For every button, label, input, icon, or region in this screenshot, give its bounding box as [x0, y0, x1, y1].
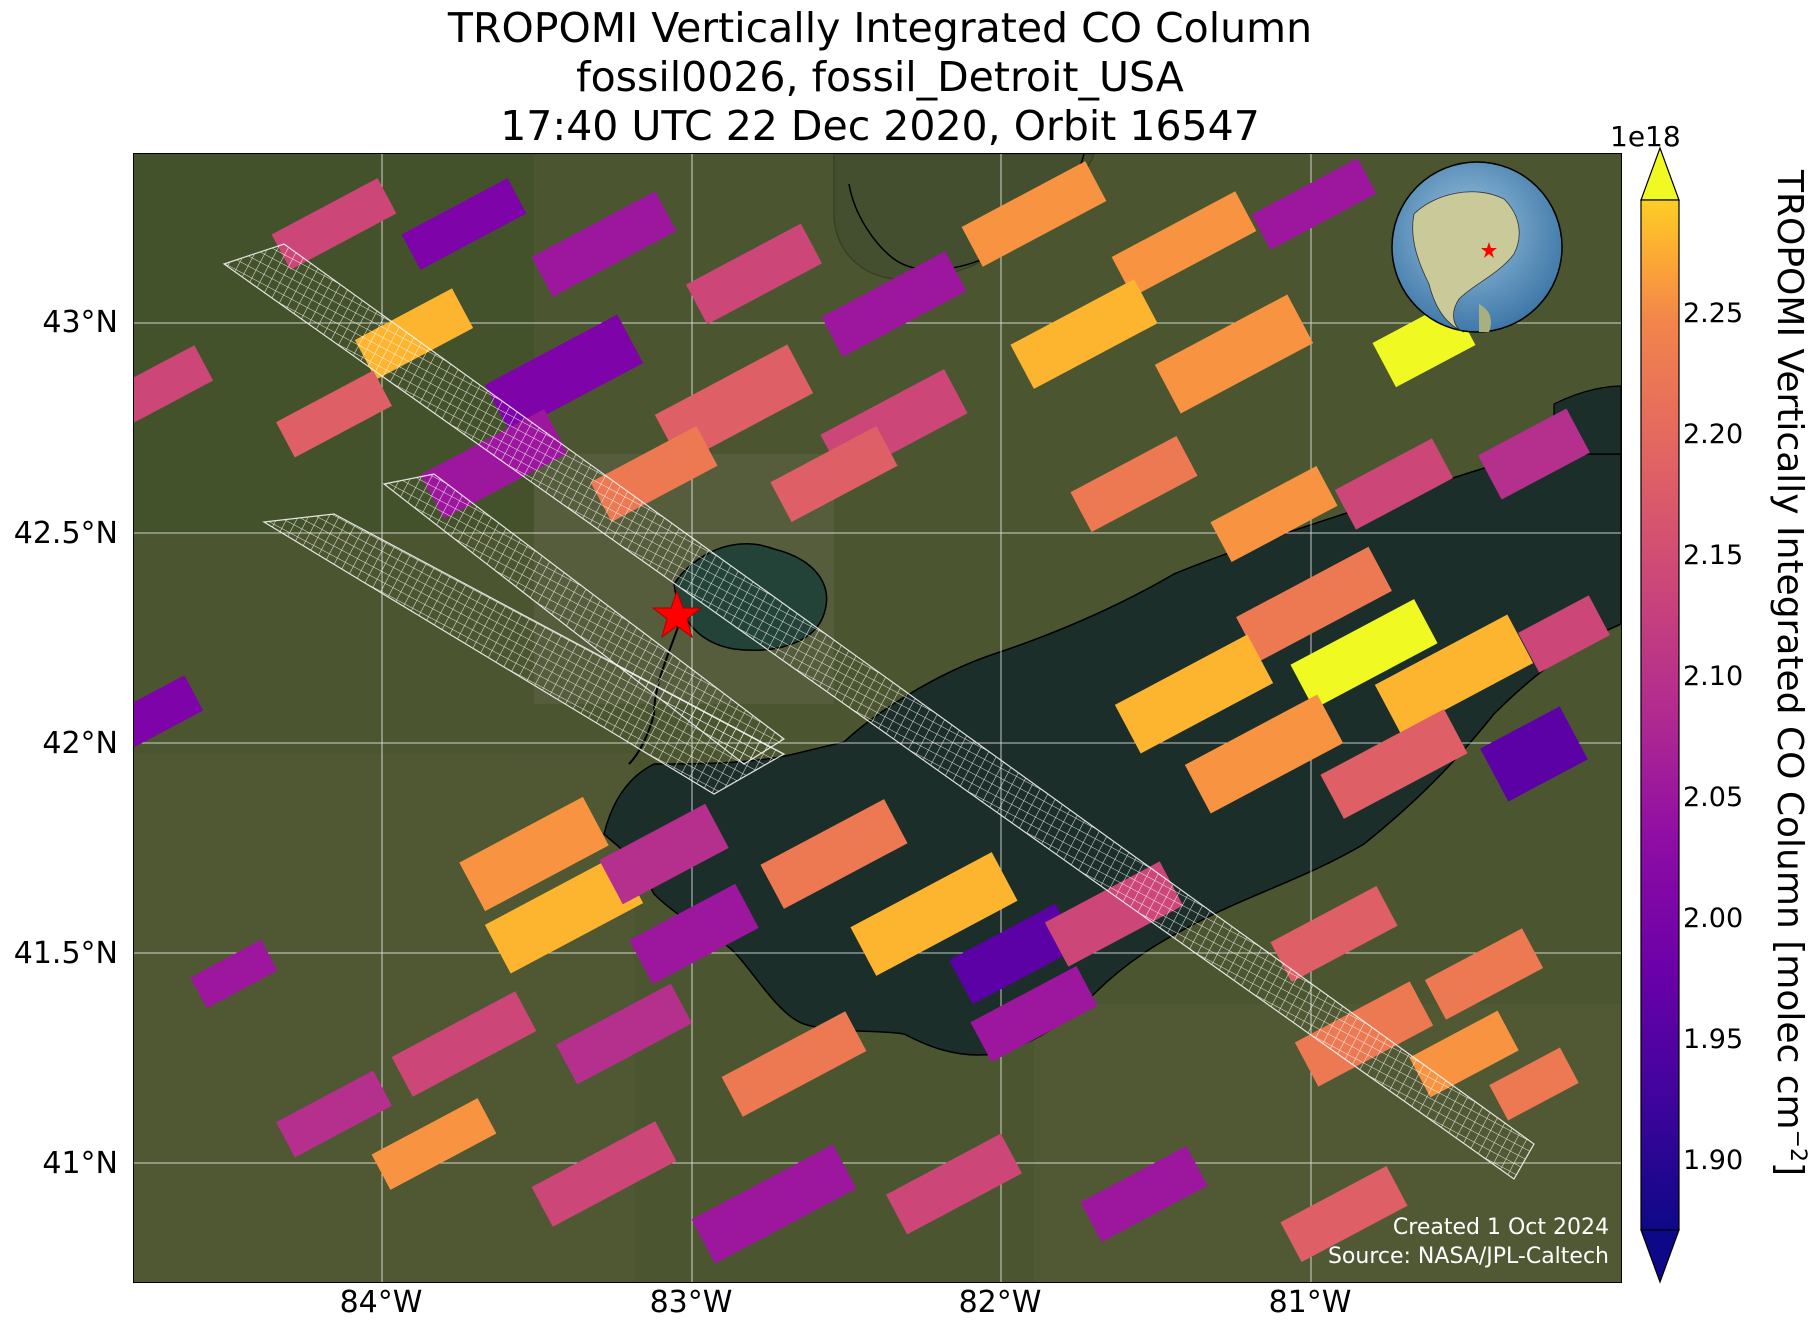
co-pixel: [599, 803, 729, 905]
co-pixel: [961, 161, 1107, 267]
co-pixel: [721, 1011, 867, 1117]
map-panel[interactable]: [133, 153, 1622, 1283]
title-line-3: 17:40 UTC 22 Dec 2020, Orbit 16547: [500, 102, 1260, 150]
co-pixel: [1184, 694, 1344, 814]
co-pixel: [691, 1144, 857, 1264]
colorbar-tick: 2.05: [1683, 782, 1744, 813]
co-pixel: [821, 251, 967, 357]
lat-tick-label: 42°N: [42, 726, 118, 761]
co-pixel: [371, 1098, 497, 1190]
co-pixel: [1270, 885, 1398, 983]
lat-tick-label: 42.5°N: [13, 516, 118, 551]
co-pixel: [401, 178, 527, 270]
co-pixels: [134, 158, 1610, 1264]
co-pixel: [1320, 709, 1468, 819]
lon-tick-label: 82°W: [958, 1285, 1042, 1320]
co-pixel: [1424, 928, 1544, 1020]
co-pixel: [276, 1070, 392, 1158]
sounding-footprints: [222, 243, 1535, 1180]
co-pixel: [271, 178, 397, 270]
co-pixel: [686, 223, 822, 325]
inset-globe: [1391, 161, 1563, 333]
colorbar-tick: 1.90: [1683, 1145, 1744, 1176]
credit-source: Source: NASA/JPL-Caltech: [1327, 1244, 1609, 1269]
co-pixel: [1210, 465, 1338, 563]
colorbar-label: TROPOMI Vertically Integrated CO Column …: [1769, 170, 1810, 1177]
co-pixel: [531, 191, 677, 297]
co-pixel: [949, 903, 1079, 1005]
colorbar-tick: 2.25: [1683, 298, 1744, 329]
co-pixel: [459, 796, 609, 912]
credit-created: Created 1 Oct 2024: [1392, 1215, 1609, 1240]
co-pixel: [1290, 599, 1438, 709]
title-line-1: TROPOMI Vertically Integrated CO Column: [447, 4, 1313, 52]
co-pixel: [1080, 1145, 1208, 1243]
co-pixel: [531, 1121, 677, 1227]
co-pixel: [190, 939, 278, 1009]
colorbar-tick: 2.20: [1683, 419, 1744, 450]
co-pixel: [760, 799, 908, 909]
colorbar-tick: 1.95: [1683, 1024, 1744, 1055]
co-pixel: [1280, 1165, 1408, 1263]
co-pixel: [850, 852, 1018, 976]
co-pixel: [484, 314, 644, 434]
colorbar-exponent: 1e18: [1610, 120, 1681, 153]
colorbar-tick: 2.10: [1683, 661, 1744, 692]
co-pixel: [134, 675, 204, 753]
co-pixel: [1114, 634, 1274, 754]
co-pixel: [970, 965, 1098, 1063]
co-pixel: [1489, 1047, 1579, 1121]
colorbar: [1640, 146, 1680, 1284]
colorbar-extend-min: [1640, 1229, 1680, 1284]
co-pixel: [1154, 294, 1314, 414]
co-pixel: [134, 345, 214, 423]
co-pixel: [556, 983, 692, 1085]
co-pixel: [1111, 191, 1257, 297]
co-pixel: [276, 370, 392, 458]
co-pixel: [1251, 158, 1377, 250]
map-canvas: [134, 154, 1621, 1282]
colorbar-extend-max: [1640, 146, 1680, 201]
lat-tick-label: 41.5°N: [13, 936, 118, 971]
co-pixel: [1236, 546, 1392, 662]
lat-tick-label: 43°N: [42, 305, 118, 340]
co-pixel: [770, 425, 898, 523]
co-pixel: [1334, 438, 1454, 530]
colorbar-tick: 2.15: [1683, 540, 1744, 571]
co-pixel: [1518, 595, 1610, 673]
lat-tick-label: 41°N: [42, 1146, 118, 1181]
target-star-marker[interactable]: [651, 589, 703, 639]
colorbar-tick: 2.00: [1683, 903, 1744, 934]
colorbar-label-wrapper: TROPOMI Vertically Integrated CO Column …: [1769, 170, 1819, 1280]
co-pixel: [1070, 435, 1198, 533]
co-pixel: [629, 883, 759, 985]
lon-tick-label: 83°W: [649, 1285, 733, 1320]
co-pixel: [1374, 614, 1534, 734]
title-line-2: fossil0026, fossil_Detroit_USA: [576, 53, 1184, 101]
co-pixel: [1480, 706, 1588, 802]
co-pixel: [391, 991, 537, 1097]
co-pixel: [484, 854, 644, 974]
co-pixel: [1478, 408, 1590, 500]
lon-tick-label: 84°W: [339, 1285, 423, 1320]
co-pixel: [1010, 279, 1158, 389]
lon-tick-label: 81°W: [1268, 1285, 1352, 1320]
co-pixel: [886, 1133, 1022, 1235]
